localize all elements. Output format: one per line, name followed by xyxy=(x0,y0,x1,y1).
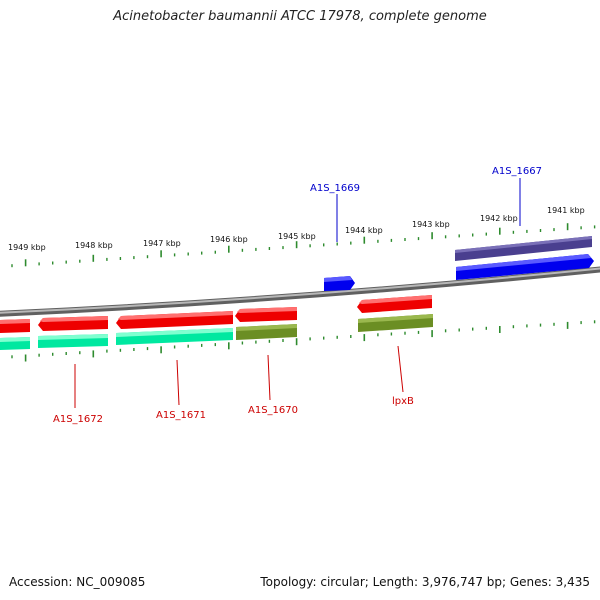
gene-a1s-1672-arrow-shine xyxy=(40,316,108,322)
gene-lpxb[interactable] xyxy=(357,295,432,313)
gene-label-a1s-1672[interactable]: A1S_1672 xyxy=(53,414,103,425)
scale-label: 1942 kbp xyxy=(480,214,518,223)
gene-lpxb-arrow-shine xyxy=(359,295,432,304)
gene-label-lpxb[interactable]: lpxB xyxy=(392,396,414,407)
scale-label: 1945 kbp xyxy=(278,232,316,241)
gene-a1s-1667-arrow-shine xyxy=(456,254,591,271)
gene-a1s-1670-arrow-shine xyxy=(237,307,297,313)
upper-tick-row xyxy=(11,223,596,268)
leader-line-lpxb xyxy=(397,345,404,393)
label-leaders xyxy=(74,178,521,408)
gene-a1s-1672[interactable] xyxy=(0,316,108,333)
scale-label: 1949 kbp xyxy=(8,243,46,252)
genome-summary-text: Topology: circular; Length: 3,976,747 bp… xyxy=(260,575,590,589)
scale-label: 1946 kbp xyxy=(210,235,248,244)
accession-text: Accession: NC_009085 xyxy=(9,575,146,589)
gene-a1s-1670[interactable] xyxy=(235,307,297,322)
gene-a1s-1669[interactable] xyxy=(324,276,355,291)
scale-label: 1947 kbp xyxy=(143,239,181,248)
gene-label-a1s-1670[interactable]: A1S_1670 xyxy=(248,405,298,416)
gene-a1s-1671-arrow-shine xyxy=(118,311,233,320)
gene-a1s-1672-outer-shine xyxy=(38,334,108,340)
gene-label-a1s-1669[interactable]: A1S_1669 xyxy=(310,183,360,194)
scale-label: 1943 kbp xyxy=(412,220,450,229)
scale-label: 1944 kbp xyxy=(345,226,383,235)
leader-line-a1s-1671 xyxy=(176,359,180,406)
gene-label-a1s-1671[interactable]: A1S_1671 xyxy=(156,410,206,421)
lower-tick-row xyxy=(11,320,596,362)
map-title: Acinetobacter baumannii ATCC 17978, comp… xyxy=(113,9,487,24)
gene-a1s-1670-outer-shine xyxy=(236,324,297,331)
scale-label: 1941 kbp xyxy=(547,206,585,215)
gene-labels: A1S_1667 A1S_1669 A1S_1670 A1S_1671 A1S_… xyxy=(53,166,542,425)
gene-a1s-1671-outer-shine xyxy=(116,328,233,337)
scale-labels: 1949 kbp 1948 kbp 1947 kbp 1946 kbp 1945… xyxy=(8,206,585,252)
scale-label: 1948 kbp xyxy=(75,241,113,250)
gene-a1s-1672-arrow-left-shine xyxy=(0,319,30,324)
gene-lpxb-outer-shine xyxy=(358,314,433,323)
gene-a1s-1667[interactable] xyxy=(455,236,594,280)
gene-a1s-1667-arrow-outer-shine xyxy=(455,236,592,253)
gene-label-a1s-1667[interactable]: A1S_1667 xyxy=(492,166,542,177)
gene-track-outer xyxy=(0,314,433,350)
gene-a1s-1671[interactable] xyxy=(116,311,233,329)
gene-a1s-1669-arrow-shine xyxy=(324,276,352,282)
leader-line-a1s-1670 xyxy=(267,354,271,401)
gene-a1s-1672-outer-left-shine xyxy=(0,337,30,342)
genome-backbone-highlight xyxy=(0,267,600,314)
